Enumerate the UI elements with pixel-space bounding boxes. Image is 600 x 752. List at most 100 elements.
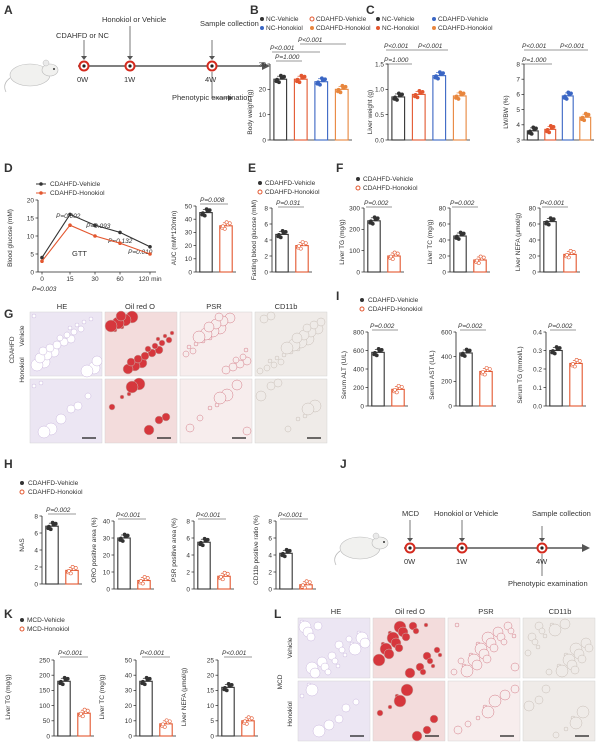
data-point [376, 346, 381, 351]
ylabel-i-1: Serum AST (U/L) [429, 350, 436, 399]
tissue-cell [394, 643, 404, 653]
legend-e-1-marker [257, 189, 263, 195]
data-point [287, 548, 292, 553]
tissue-cell [80, 364, 94, 378]
bars-c-right [526, 90, 592, 141]
legend-c-2: NC-Honokiol [382, 25, 419, 32]
y-tick-label: 4 [516, 122, 520, 129]
pvalue-d-auc: P=0.008 [200, 197, 225, 204]
data-point [284, 547, 289, 552]
tissue-cell [143, 424, 155, 436]
lines-d [40, 212, 152, 264]
tissue-cell [182, 350, 190, 358]
tissue-cell [37, 425, 51, 439]
bar [549, 349, 563, 407]
y-tick-label: 60 [439, 221, 447, 228]
legend-c-3: CDAHFD-Honokiol [438, 25, 493, 32]
data-point [336, 87, 341, 92]
legend-c-1-marker [432, 17, 436, 21]
panel-c-letter: C [366, 3, 375, 17]
data-point [60, 682, 65, 687]
bars-e [275, 228, 309, 273]
sample-label-a: Sample collection [200, 19, 259, 28]
data-point [204, 207, 209, 212]
tissue-cell [91, 355, 103, 367]
y-tick-label: 600 [353, 348, 364, 355]
data-point [551, 349, 555, 353]
tissue-cell [429, 714, 439, 724]
y-tick-label: 6 [268, 535, 272, 542]
pheno-label-a: Phenotypic examination [172, 93, 252, 102]
tissue-cell [400, 683, 414, 697]
data-point [462, 354, 467, 358]
series-point [93, 223, 97, 227]
y-tick-label: 40 [185, 217, 193, 224]
tissue-cell [169, 330, 175, 336]
data-point [53, 521, 58, 526]
y-tick-label: 30 [125, 688, 133, 695]
y-tick-label: 40 [103, 518, 111, 525]
bar [334, 88, 349, 141]
bar [221, 686, 235, 737]
legend-i-0-marker [360, 298, 364, 302]
tissue-cell [67, 325, 73, 331]
y-tick-label: 30 [185, 230, 193, 237]
group-g: CDAHFD [9, 336, 16, 363]
data-point [400, 92, 404, 97]
bars-k-0 [57, 675, 91, 737]
y-tick-label: 0 [106, 586, 110, 593]
tissue-cell [481, 705, 495, 719]
data-point [79, 711, 83, 716]
y-tick-label: 5 [30, 251, 34, 258]
y-tick-label: 10 [125, 718, 133, 725]
y-tick-label: 25 [207, 657, 215, 664]
data-point [282, 74, 286, 79]
ylabel-h-2: PSR positive area (%) [171, 518, 178, 582]
col-l-2: PSR [478, 607, 494, 616]
data-point [80, 714, 85, 719]
panel-f: F CDAHFD-Vehicle CDAHFD-Honokiol P=0.002… [336, 161, 580, 276]
tissue-cell [185, 423, 195, 433]
panel-c: C NC-Vehicle CDAHFD-Vehicle NC-Honokiol … [366, 3, 594, 144]
legend-h-0: CDAHFD-Vehicle [28, 480, 79, 487]
data-point [456, 97, 461, 101]
tissue-cell [125, 380, 139, 394]
data-point [59, 679, 63, 684]
pvalue-i-2: P=0.002 [548, 323, 573, 330]
data-point [548, 216, 553, 221]
tissue-cell [542, 633, 548, 639]
tissue-cell [312, 724, 326, 738]
timepoint-marker-j-0 [404, 542, 416, 554]
data-point [82, 707, 87, 712]
legend-b-0: NC-Vehicle [266, 16, 299, 23]
data-point [392, 387, 397, 392]
pvalue-c-left-0: P<0.001 [384, 43, 409, 50]
y-tick-label: 5 [516, 107, 520, 114]
data-point [85, 708, 90, 713]
data-point [434, 74, 438, 79]
data-point [283, 229, 288, 234]
ylabel-d: Blood glucose (mM) [7, 209, 14, 267]
ylabel-c-left: Liver weight (g) [367, 90, 374, 134]
tissue-cell [383, 648, 395, 660]
data-point [278, 235, 283, 240]
tissue-cell [243, 347, 249, 353]
bar [432, 75, 447, 141]
bar [452, 95, 467, 141]
tissue-cell [338, 646, 346, 654]
x-tick-label: 30 [91, 276, 99, 283]
bar [45, 525, 59, 585]
histology-image [179, 378, 253, 444]
tissue-cell [437, 652, 443, 658]
y-tick-label: 6 [516, 92, 520, 99]
data-point [218, 574, 223, 579]
bar [275, 233, 289, 273]
legend-f-0: CDAHFD-Vehicle [363, 176, 414, 183]
y-tick-label: 30 [103, 535, 111, 542]
timepoint-marker-a-2 [206, 60, 218, 72]
legend-c-0: NC-Vehicle [382, 16, 415, 23]
data-point [572, 364, 577, 369]
data-point [246, 715, 251, 720]
bars-h-3 [279, 547, 313, 590]
series-point [148, 252, 152, 256]
